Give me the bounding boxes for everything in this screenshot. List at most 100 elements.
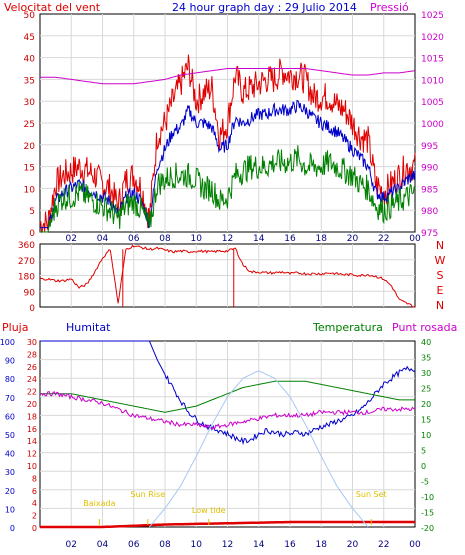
y-temp-tick: 40	[421, 338, 431, 347]
y-right-tick: 975	[421, 229, 438, 239]
x-tick: 14	[253, 234, 265, 244]
x-tick: 02	[66, 540, 77, 550]
y-rain-tick: 14	[27, 437, 37, 446]
y-direction-tick: 90	[24, 288, 36, 298]
y-right-tick: 1020	[421, 33, 444, 43]
y-left-tick: 45	[24, 33, 35, 43]
y-humidity-tick: 40	[5, 450, 15, 459]
y-humidity-tick: 70	[5, 394, 15, 403]
x-tick: 12	[222, 234, 233, 244]
y-left-tick: 40	[24, 55, 36, 65]
y-right-tick: 1000	[421, 120, 444, 130]
x-tick: 08	[159, 234, 171, 244]
y-left-tick: 0	[29, 229, 35, 239]
y-rain-tick: 4	[32, 499, 37, 508]
direction-panel-series	[39, 244, 416, 308]
climate-panel-ticks: 0102030405060708090100024681012141618202…	[0, 338, 434, 550]
x-tick: 00	[409, 540, 421, 550]
y-rain-tick: 2	[32, 512, 37, 521]
y-rain-tick: 16	[27, 425, 37, 434]
y-temp-tick: 5	[421, 447, 426, 456]
y-temp-tick: -10	[421, 493, 434, 502]
x-tick: 16	[284, 540, 296, 550]
y-rain-tick: 8	[32, 474, 37, 483]
pressure-title: Pressió	[370, 1, 409, 14]
annotation-label: Sun Rise	[130, 490, 165, 499]
annotation-label: Baixada	[83, 499, 115, 508]
x-tick: 04	[97, 540, 109, 550]
solar-line	[149, 370, 369, 528]
y-left-tick: 50	[24, 11, 36, 21]
y-temp-tick: 20	[421, 400, 431, 409]
dewpoint-line	[39, 391, 415, 431]
direction-panel-grid	[40, 244, 415, 307]
wind-speed-title: Velocitat del vent	[4, 1, 101, 14]
x-tick: 04	[97, 234, 109, 244]
y-rain-tick: 26	[27, 363, 37, 372]
y-rain-tick: 22	[27, 388, 37, 397]
y-temp-tick: 35	[421, 354, 431, 363]
x-tick: 20	[347, 540, 359, 550]
y-direction-tick: 180	[18, 273, 35, 283]
y-right-tick: 1025	[421, 11, 444, 21]
wind-line	[40, 99, 416, 229]
page-title: 24 hour graph day : 29 Julio 2014	[172, 1, 357, 14]
compass-label: E	[437, 284, 444, 297]
x-tick: 00	[409, 234, 421, 244]
y-direction-tick: 360	[18, 241, 35, 251]
y-humidity-tick: 50	[5, 431, 15, 440]
y-humidity-tick: 100	[0, 338, 15, 347]
pressure-line	[40, 68, 416, 85]
y-humidity-tick: 0	[10, 524, 15, 533]
y-right-tick: 1015	[421, 55, 444, 65]
temperature-title: Temperatura	[312, 321, 383, 334]
compass-label: N	[436, 239, 444, 252]
y-right-tick: 985	[421, 185, 438, 195]
gust-line	[39, 54, 416, 234]
wind-panel-series	[39, 54, 416, 234]
y-rain-tick: 12	[27, 450, 37, 459]
y-right-tick: 990	[421, 164, 438, 174]
y-left-tick: 10	[24, 185, 36, 195]
y-humidity-tick: 20	[5, 487, 15, 496]
y-temp-tick: 25	[421, 385, 431, 394]
y-direction-tick: 270	[18, 257, 35, 267]
humidity-line	[40, 340, 416, 446]
y-temp-tick: -15	[421, 509, 434, 518]
y-left-tick: 5	[29, 207, 35, 217]
x-tick: 12	[222, 540, 233, 550]
y-left-tick: 15	[24, 164, 35, 174]
y-temp-tick: -5	[421, 478, 429, 487]
y-temp-tick: -20	[421, 524, 434, 533]
y-temp-tick: 30	[421, 369, 431, 378]
y-rain-tick: 28	[27, 350, 37, 359]
compass-label: W	[435, 254, 446, 267]
x-tick: 06	[128, 234, 140, 244]
x-tick: 08	[159, 540, 171, 550]
annotation-label: Sun Set	[356, 490, 387, 499]
rain-title: Pluja	[2, 321, 28, 334]
y-humidity-tick: 30	[5, 468, 15, 477]
y-rain-tick: 30	[27, 338, 37, 347]
x-tick: 06	[128, 540, 140, 550]
climate-panel-series: Baixada Sun Rise Low tide Sun Set	[39, 340, 416, 529]
y-humidity-tick: 90	[5, 357, 15, 366]
x-tick: 16	[284, 234, 296, 244]
y-humidity-tick: 80	[5, 375, 15, 384]
x-tick: 10	[191, 540, 203, 550]
y-humidity-tick: 60	[5, 412, 15, 421]
y-left-tick: 25	[24, 120, 35, 130]
x-tick: 14	[253, 540, 265, 550]
y-rain-tick: 24	[27, 375, 37, 384]
rain-line	[40, 520, 415, 529]
x-tick: 10	[191, 234, 203, 244]
dewpoint-title: Punt rosada	[392, 321, 457, 334]
x-tick: 18	[316, 234, 328, 244]
avg-line	[40, 145, 416, 233]
y-right-tick: 980	[421, 207, 438, 217]
y-temp-tick: 0	[421, 462, 426, 471]
y-left-tick: 30	[24, 98, 36, 108]
x-tick: 02	[66, 234, 77, 244]
